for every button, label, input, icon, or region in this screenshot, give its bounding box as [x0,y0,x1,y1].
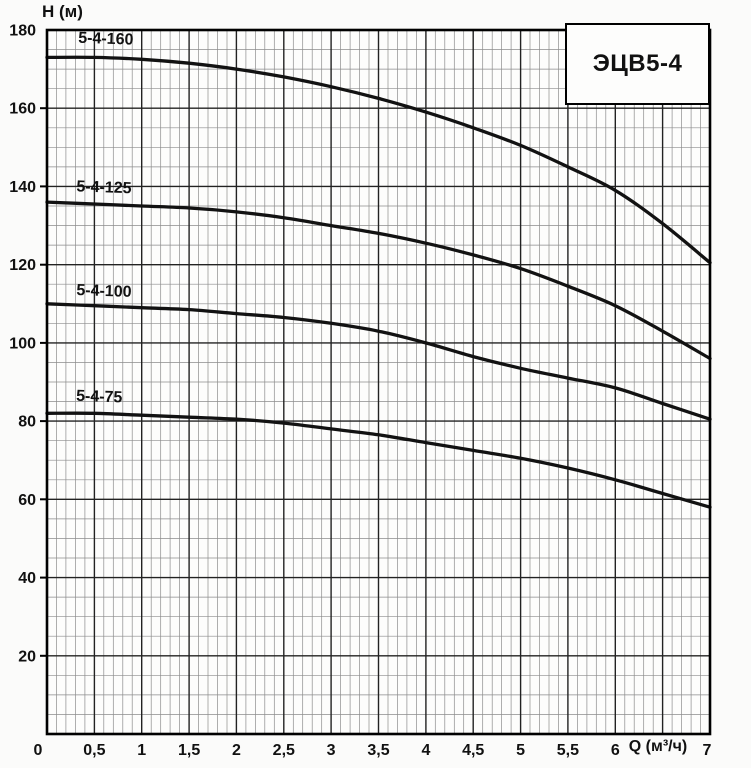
title-box-label: ЭЦВ5-4 [592,50,683,77]
y-tick-label: 160 [9,101,36,118]
y-tick-label: 120 [9,257,36,274]
curve-label-5-4-125: 5-4-125 [76,178,132,197]
x-tick-label: 3 [327,742,336,759]
x-tick-label: 4,5 [462,742,484,759]
title-box: ЭЦВ5-4 [565,23,710,105]
y-tick-label: 40 [18,570,36,587]
x-tick-label: 5,5 [557,742,579,759]
y-tick-label: 80 [18,414,36,431]
x-tick-label: 1,5 [178,742,200,759]
x-tick-label: 4 [421,742,430,759]
x-tick-label: 2 [232,742,241,759]
curve-label-5-4-75: 5-4-75 [76,388,123,407]
curve-label-5-4-100: 5-4-100 [76,282,132,301]
y-tick-label: 20 [18,648,36,665]
y-tick-label: 140 [9,179,36,196]
x-tick-label: 6 [611,742,620,759]
y-tick-label: 60 [18,492,36,509]
curve-5-4-125 [45,200,712,361]
y-axis-title: H (м) [42,2,83,21]
x-tick-label: 5 [516,742,525,759]
curve-5-4-160 [45,55,712,265]
x-tick-label: 0 [34,742,43,759]
y-tick-label: 100 [9,335,36,352]
x-tick-label: 1 [137,742,146,759]
curve-5-4-75 [45,411,712,509]
y-tick-label: 180 [9,23,36,40]
x-tick-label: 3,5 [367,742,389,759]
x-tick-label: 2,5 [273,742,295,759]
x-axis-title: Q (м³/ч) [628,738,688,755]
x-tick-label: 0,5 [83,742,105,759]
curve-5-4-100 [45,302,712,421]
grid-major [47,30,710,734]
x-tick-label: 7 [703,742,712,759]
curve-label-5-4-160: 5-4-160 [78,30,134,49]
plot-border [45,28,712,736]
